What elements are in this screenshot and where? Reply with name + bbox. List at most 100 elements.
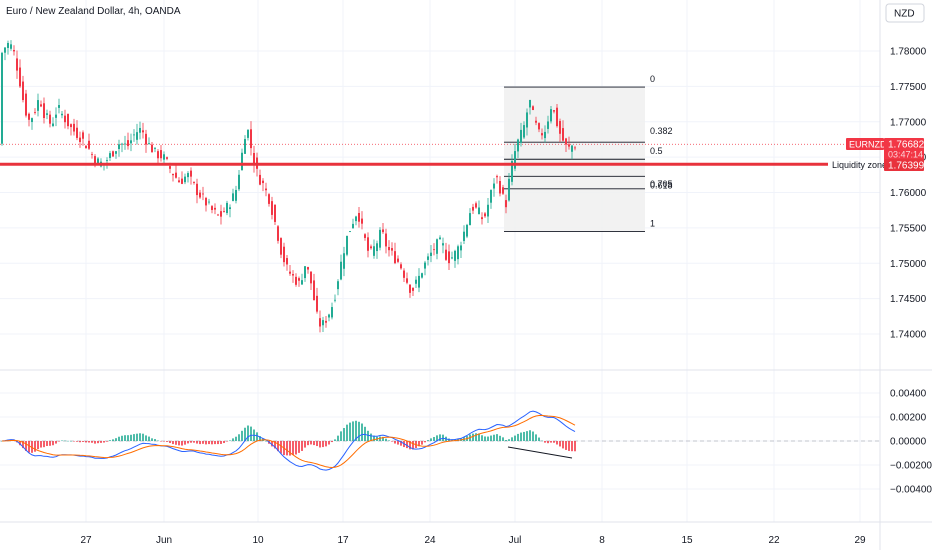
candle-body (490, 190, 492, 203)
candle-body (304, 266, 306, 279)
candle-body (16, 58, 18, 71)
candle-body (259, 174, 261, 185)
macd-histogram-bar (34, 441, 36, 452)
macd-histogram-bar (100, 441, 102, 443)
macd-histogram-bar (25, 441, 27, 451)
candle-body (241, 152, 243, 171)
macd-histogram-bar (478, 433, 480, 441)
macd-histogram-bar (193, 441, 195, 443)
candle-body (562, 128, 564, 141)
macd-histogram-bar (166, 441, 168, 442)
candle-body (436, 239, 438, 254)
macd-histogram-bar (178, 441, 180, 446)
candle-body (370, 246, 372, 249)
candle-body (502, 187, 504, 194)
candle-body (292, 274, 294, 276)
candle-body (235, 189, 237, 201)
candle-body (46, 113, 48, 115)
candle-body (277, 226, 279, 241)
candle-body (283, 246, 285, 263)
macd-histogram-bar (544, 441, 546, 443)
candle-body (439, 237, 441, 240)
candle-body (70, 124, 72, 128)
candle-body (526, 112, 528, 128)
macd-histogram-bar (238, 434, 240, 441)
macd-histogram-bar (118, 436, 120, 441)
macd-histogram-bar (529, 430, 531, 441)
macd-tick-label: 0.00200 (890, 413, 927, 424)
candle-body (154, 147, 156, 149)
countdown-timer: 03:47:14 (888, 150, 923, 160)
candle-body (97, 158, 99, 164)
candle-body (268, 194, 270, 204)
currency-button[interactable]: NZD (885, 3, 925, 23)
candle-body (274, 204, 276, 222)
candle-body (184, 176, 186, 183)
macd-histogram-bar (157, 440, 159, 442)
macd-histogram-bar (130, 434, 132, 441)
candle-body (343, 253, 345, 269)
candle-body (508, 178, 510, 201)
candle-body (484, 213, 486, 217)
macd-histogram-bar (37, 441, 39, 450)
time-tick-label: Jun (156, 535, 172, 546)
price-tick-label: 1.74000 (890, 330, 927, 341)
macd-histogram-bar (547, 441, 549, 444)
macd-histogram-bar (439, 434, 441, 441)
candle-body (67, 113, 69, 127)
candle-body (172, 173, 174, 176)
candle-body (400, 264, 402, 269)
candle-body (310, 271, 312, 284)
macd-histogram-bar (571, 441, 573, 452)
macd-histogram-bar (526, 431, 528, 441)
candle-body (82, 132, 84, 139)
candle-body (202, 193, 204, 195)
macd-histogram-bar (259, 436, 261, 441)
candle-body (58, 105, 60, 108)
candle-body (544, 131, 546, 139)
time-tick-label: Jul (509, 535, 522, 546)
candle-body (385, 233, 387, 247)
macd-histogram-bar (124, 435, 126, 441)
macd-histogram-bar (337, 435, 339, 441)
macd-histogram-bar (319, 441, 321, 448)
macd-histogram-bar (370, 433, 372, 441)
macd-histogram-bar (427, 440, 429, 441)
time-tick-label: 10 (252, 535, 264, 546)
macd-histogram-bar (394, 441, 396, 444)
candle-body (487, 204, 489, 217)
candle-body (328, 314, 330, 318)
macd-histogram-bar (340, 431, 342, 441)
macd-histogram-bar (487, 436, 489, 441)
symbol-label: EURNZD (849, 140, 887, 150)
candle-body (547, 121, 549, 129)
macd-histogram-bar (373, 435, 375, 441)
candle-body (43, 103, 45, 119)
macd-histogram-bar (79, 441, 81, 443)
macd-histogram-bar (106, 441, 108, 442)
divergence-trendline[interactable] (507, 446, 573, 459)
macd-histogram-bar (46, 441, 48, 446)
candle-body (40, 104, 42, 107)
price-tick-label: 1.74500 (890, 294, 927, 305)
fib-level-label: 1 (650, 218, 655, 228)
candle-body (556, 107, 558, 127)
candle-body (394, 251, 396, 264)
macd-histogram-bar (304, 441, 306, 448)
macd-histogram-bar (352, 421, 354, 441)
macd-histogram-bar (358, 421, 360, 441)
macd-tick-label: −0.00200 (890, 461, 932, 472)
macd-histogram-bar (568, 441, 570, 451)
macd-histogram-bar (139, 433, 141, 441)
candle-body (115, 151, 117, 154)
macd-histogram-bar (565, 441, 567, 450)
macd-histogram-bar (214, 441, 216, 445)
candle-body (319, 318, 321, 327)
candle-body (196, 183, 198, 196)
macd-signal-line (1, 414, 576, 469)
macd-histogram-bar (184, 441, 186, 445)
macd-histogram-bar (385, 438, 387, 441)
time-tick-label: 24 (424, 535, 436, 546)
